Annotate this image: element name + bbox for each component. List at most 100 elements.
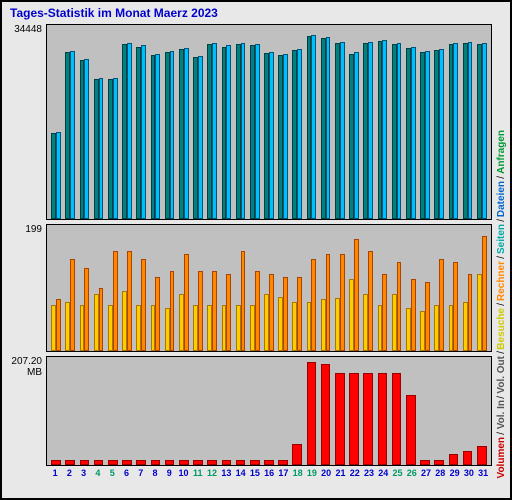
bar bbox=[453, 262, 458, 351]
bar-slot bbox=[390, 357, 404, 465]
bar bbox=[434, 460, 444, 465]
bar bbox=[155, 277, 160, 351]
bar bbox=[94, 460, 104, 465]
bar bbox=[378, 373, 388, 465]
bar bbox=[406, 395, 416, 465]
bar-slot bbox=[49, 25, 63, 219]
x-tick: 19 bbox=[305, 468, 319, 478]
bar-slot bbox=[63, 225, 77, 351]
bar bbox=[278, 460, 288, 465]
bar-slot bbox=[77, 357, 91, 465]
bar bbox=[65, 460, 75, 465]
x-tick: 4 bbox=[91, 468, 105, 478]
bar bbox=[222, 460, 232, 465]
bar-slot bbox=[347, 357, 361, 465]
bar bbox=[283, 54, 288, 219]
bar-slot bbox=[77, 25, 91, 219]
bar-slot bbox=[134, 357, 148, 465]
y-label-top: 34448 bbox=[4, 24, 42, 35]
bar bbox=[411, 279, 416, 351]
legend-item: Vol. In bbox=[496, 400, 507, 429]
bar bbox=[51, 460, 61, 465]
bar-slot bbox=[347, 25, 361, 219]
panel-volume bbox=[46, 356, 492, 466]
bar-slot bbox=[404, 25, 418, 219]
bar bbox=[56, 299, 61, 351]
bar bbox=[340, 254, 345, 351]
bar-slot bbox=[446, 225, 460, 351]
bar bbox=[212, 271, 217, 351]
bar-slot bbox=[191, 225, 205, 351]
bar-slot bbox=[148, 25, 162, 219]
x-tick: 25 bbox=[390, 468, 404, 478]
bar-slot bbox=[106, 25, 120, 219]
bar bbox=[226, 274, 231, 351]
bar bbox=[382, 274, 387, 351]
bar-slot bbox=[248, 225, 262, 351]
bar bbox=[269, 52, 274, 219]
legend-item: Seiten bbox=[496, 224, 507, 254]
bar bbox=[127, 43, 132, 219]
bar-slot bbox=[120, 25, 134, 219]
bar bbox=[113, 78, 118, 219]
bar bbox=[397, 262, 402, 351]
bar bbox=[179, 460, 189, 465]
bar-slot bbox=[432, 25, 446, 219]
bar-slot bbox=[432, 225, 446, 351]
daily-stats-chart: Tages-Statistik im Monat Maerz 2023 3444… bbox=[0, 0, 512, 500]
bar bbox=[70, 51, 75, 219]
bar-slot bbox=[233, 357, 247, 465]
legend-item: Vol. Out bbox=[496, 356, 507, 394]
bar-slot bbox=[205, 225, 219, 351]
y-label-mid: 199 bbox=[4, 224, 42, 235]
x-tick: 8 bbox=[148, 468, 162, 478]
bar bbox=[108, 460, 118, 465]
bar-slot bbox=[92, 225, 106, 351]
bar bbox=[411, 47, 416, 219]
bar bbox=[425, 51, 430, 219]
bar bbox=[127, 251, 132, 351]
x-tick: 20 bbox=[319, 468, 333, 478]
bar bbox=[311, 259, 316, 351]
bar-slot bbox=[290, 225, 304, 351]
bar-slot bbox=[63, 357, 77, 465]
bar-slot bbox=[361, 225, 375, 351]
bar-slot bbox=[446, 25, 460, 219]
bar bbox=[453, 43, 458, 219]
bar-slot bbox=[233, 225, 247, 351]
bar-slot bbox=[475, 357, 489, 465]
bar bbox=[255, 44, 260, 219]
bar bbox=[141, 45, 146, 219]
bar-slot bbox=[404, 357, 418, 465]
x-tick: 13 bbox=[219, 468, 233, 478]
bar bbox=[80, 460, 90, 465]
bar bbox=[184, 254, 189, 351]
bar-slot bbox=[163, 225, 177, 351]
bar bbox=[449, 454, 459, 465]
bar bbox=[307, 362, 317, 465]
legend-item: Volumen bbox=[496, 437, 507, 478]
bar bbox=[193, 460, 203, 465]
bar-slot bbox=[49, 357, 63, 465]
bar-slot bbox=[205, 357, 219, 465]
bar-slot bbox=[290, 25, 304, 219]
bar-slot bbox=[163, 25, 177, 219]
bar bbox=[241, 43, 246, 219]
bar bbox=[70, 259, 75, 351]
bar bbox=[212, 43, 217, 219]
bar bbox=[269, 274, 274, 351]
bar-slot bbox=[191, 357, 205, 465]
bar-slot bbox=[319, 225, 333, 351]
bar-slot bbox=[375, 357, 389, 465]
bar bbox=[425, 282, 430, 351]
bar-slot bbox=[177, 357, 191, 465]
x-tick: 15 bbox=[248, 468, 262, 478]
bar-slot bbox=[404, 225, 418, 351]
bar-slot bbox=[92, 25, 106, 219]
bar bbox=[468, 42, 473, 219]
bar bbox=[292, 444, 302, 465]
bar bbox=[99, 288, 104, 351]
bar-slot bbox=[191, 25, 205, 219]
bar bbox=[321, 364, 331, 465]
bar-slot bbox=[333, 357, 347, 465]
